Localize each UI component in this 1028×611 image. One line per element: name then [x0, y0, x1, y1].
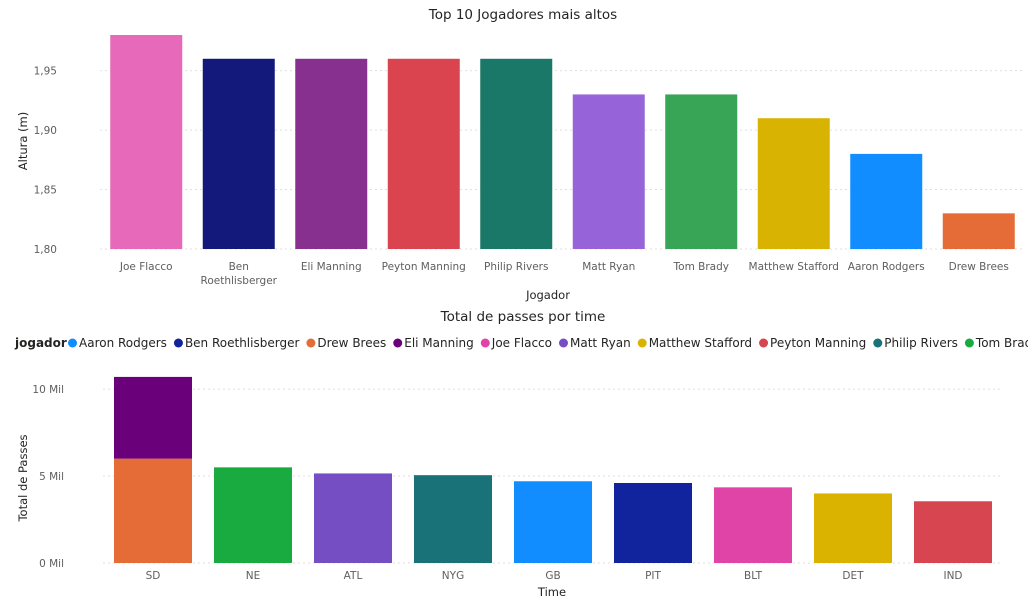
legend-label: Matthew Stafford [649, 336, 752, 350]
bar-blt-joe-flacco[interactable] [714, 487, 792, 563]
chart2-xtick: PIT [645, 570, 661, 582]
bar-philip-rivers[interactable] [480, 58, 553, 250]
legend-label: Drew Brees [317, 336, 386, 350]
legend-marker [306, 338, 316, 348]
legend-label: Joe Flacco [491, 336, 552, 350]
legend-label: Aaron Rodgers [79, 336, 167, 350]
chart2-ylabel: Total de Passes [16, 434, 30, 522]
legend-title: jogador [14, 336, 67, 350]
legend-item-matthew-stafford[interactable]: Matthew Stafford [637, 336, 752, 350]
chart1-xtick: Joe Flacco [119, 261, 173, 273]
chart2-xtick: GB [545, 570, 560, 582]
chart1-xtick: Matthew Stafford [749, 261, 839, 273]
bar-matthew-stafford[interactable] [757, 118, 830, 249]
chart2-xlabel: Time [537, 585, 566, 599]
chart2-xtick: ATL [344, 570, 363, 582]
chart1-ytick: 1,80 [34, 244, 57, 256]
bar-aaron-rodgers[interactable] [850, 153, 923, 249]
chart1-ytick: 1,95 [34, 66, 57, 78]
legend-item-aaron-rodgers[interactable]: Aaron Rodgers [68, 336, 167, 350]
legend-label: Eli Manning [404, 336, 474, 350]
legend-label: Ben Roethlisberger [185, 336, 300, 350]
legend-item-matt-ryan[interactable]: Matt Ryan [559, 336, 631, 350]
bar-joe-flacco[interactable] [110, 35, 183, 249]
legend-marker [68, 338, 77, 348]
chart2-xtick: BLT [744, 570, 763, 582]
legend-marker [873, 338, 883, 348]
chart1-xtick: Matt Ryan [582, 261, 635, 273]
chart1-xtick: Peyton Manning [382, 261, 466, 273]
chart1-xtick: Tom Brady [673, 261, 729, 273]
chart2-xtick: DET [842, 570, 864, 582]
chart1-xtick: Drew Brees [949, 261, 1009, 273]
chart2-xtick: SD [146, 570, 161, 582]
bar-det-matthew-stafford[interactable] [814, 493, 892, 563]
chart1-xlabel: Jogador [525, 288, 570, 302]
legend-item-philip-rivers[interactable]: Philip Rivers [873, 336, 958, 350]
legend-label: Peyton Manning [770, 336, 866, 350]
chart2-ytick: 5 Mil [39, 471, 64, 483]
legend-item-ben-roethlisberger[interactable]: Ben Roethlisberger [173, 336, 300, 350]
chart1-ytick: 1,85 [34, 185, 57, 197]
legend-label: Philip Rivers [884, 336, 958, 350]
bar-sd-drew-brees[interactable] [114, 458, 192, 563]
chart2-ytick: 10 Mil [32, 384, 64, 396]
bar-ne-tom-brady[interactable] [214, 467, 292, 563]
bar-drew-brees[interactable] [942, 213, 1015, 249]
bar-tom-brady[interactable] [665, 94, 738, 249]
bar-sd-eli-manning[interactable] [114, 376, 192, 459]
tallest-players-chart: Top 10 Jogadores mais altos Altura (m) J… [16, 7, 1025, 302]
chart2-xtick: NE [246, 570, 261, 582]
legend-marker [173, 338, 183, 348]
legend-label: Tom Brady [975, 336, 1028, 350]
legend-item-peyton-manning[interactable]: Peyton Manning [759, 336, 866, 350]
legend-item-joe-flacco[interactable]: Joe Flacco [480, 336, 552, 350]
bar-eli-manning[interactable] [295, 58, 368, 250]
bar-peyton-manning[interactable] [387, 58, 460, 250]
passes-by-team-chart: Total de passes por time jogador Aaron R… [14, 309, 1028, 599]
chart1-ytick: 1,90 [34, 125, 57, 137]
chart2-ytick: 0 Mil [39, 558, 64, 570]
legend-marker [637, 338, 647, 348]
legend-item-tom-brady[interactable]: Tom Brady [964, 336, 1028, 350]
bar-ind-peyton-manning[interactable] [914, 501, 992, 563]
legend-marker [480, 338, 490, 348]
legend-item-drew-brees[interactable]: Drew Brees [306, 336, 386, 350]
legend-marker [964, 338, 974, 348]
chart2-xtick: IND [943, 570, 962, 582]
bar-pit-ben-roethlisberger[interactable] [614, 483, 692, 563]
legend-marker [393, 338, 403, 348]
chart1-xtick: Philip Rivers [484, 261, 548, 273]
legend-marker [759, 338, 769, 348]
chart1-xtick: Aaron Rodgers [848, 261, 925, 273]
bar-gb-aaron-rodgers[interactable] [514, 481, 592, 563]
legend-marker [559, 338, 568, 348]
bar-nyg-philip-rivers[interactable] [414, 475, 492, 563]
chart1-xtick: Ben [229, 261, 249, 273]
legend-label: Matt Ryan [570, 336, 631, 350]
chart1-ylabel: Altura (m) [16, 112, 30, 170]
bar-ben-roethlisberger[interactable] [202, 58, 275, 250]
chart2-legend: jogador Aaron Rodgers Ben Roethlisberger D… [14, 336, 1028, 350]
bar-matt-ryan[interactable] [572, 94, 645, 249]
legend-item-eli-manning[interactable]: Eli Manning [393, 336, 474, 350]
bar-atl-matt-ryan[interactable] [314, 473, 392, 563]
chart2-xtick: NYG [442, 570, 464, 582]
chart1-title: Top 10 Jogadores mais altos [428, 7, 617, 23]
chart1-xtick: Eli Manning [301, 261, 362, 273]
chart1-xtick: Roethlisberger [201, 275, 278, 287]
chart2-title: Total de passes por time [440, 309, 606, 325]
